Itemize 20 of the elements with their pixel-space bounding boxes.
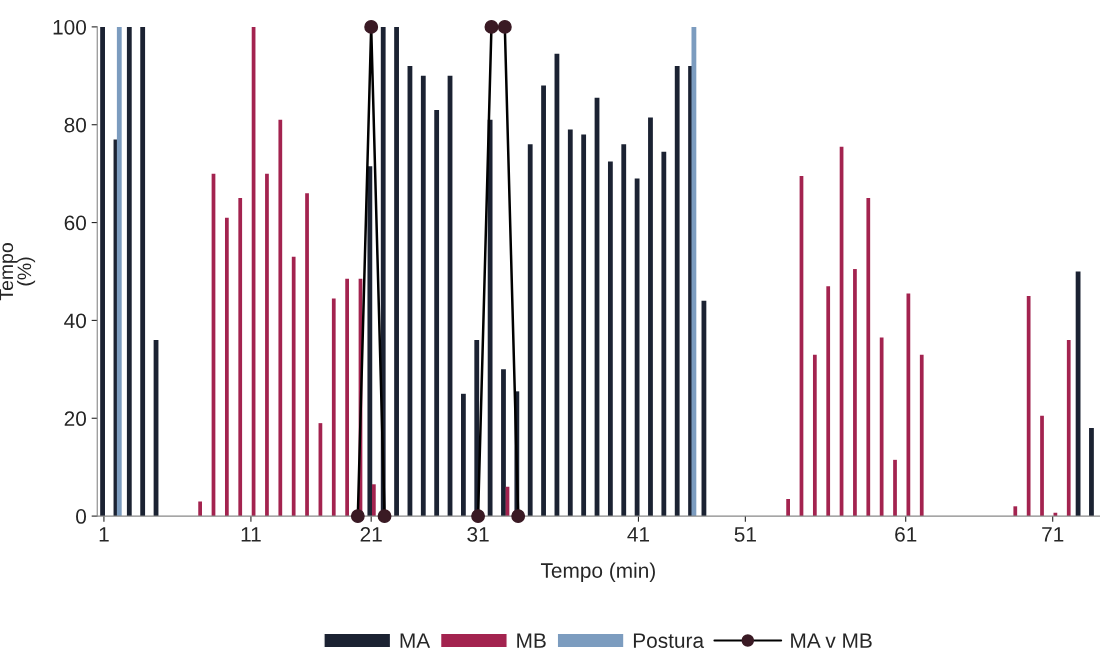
x-tick-label: 51 <box>734 527 756 542</box>
x-tick-label: 41 <box>627 527 650 542</box>
x-axis-title: Tempo (min) <box>540 562 655 583</box>
legend-label: Postura <box>633 633 705 648</box>
y-tick-label: 60 <box>64 215 87 231</box>
legend-label: MB <box>517 633 546 648</box>
y-tick-label: 0 <box>76 509 87 524</box>
y-tick-label: 20 <box>64 411 87 427</box>
y-axis-title: Tempo (%) <box>0 243 36 301</box>
x-tick-label: 21 <box>360 527 382 542</box>
x-tick-label: 61 <box>895 527 917 542</box>
x-tick-label: 11 <box>241 527 261 542</box>
y-tick-label: 80 <box>64 117 87 133</box>
legend-label: MA v MB <box>791 633 872 648</box>
legend-label: MA <box>400 633 431 648</box>
y-tick-label: 100 <box>53 19 87 35</box>
y-tick-label: 40 <box>64 313 87 329</box>
x-tick-label: 1 <box>99 527 109 542</box>
x-tick-label: 71 <box>1042 527 1064 542</box>
x-tick-label: 31 <box>467 527 489 542</box>
